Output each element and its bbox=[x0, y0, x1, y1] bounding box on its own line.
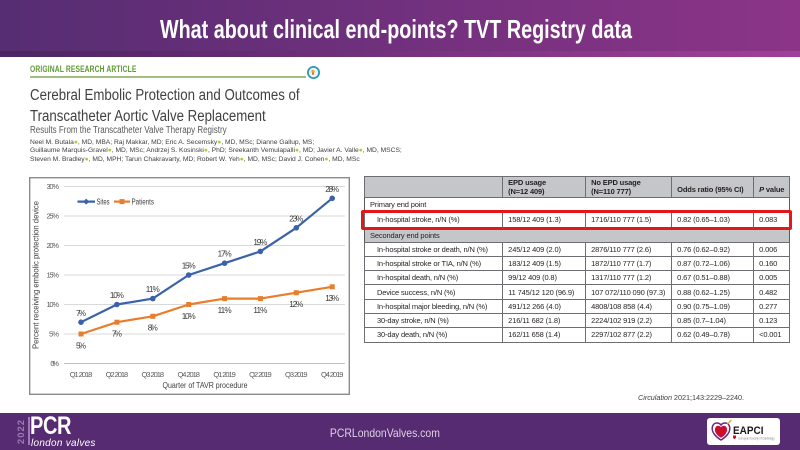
svg-text:Patients: Patients bbox=[132, 197, 155, 206]
svg-text:10%: 10% bbox=[47, 300, 60, 309]
svg-text:0%: 0% bbox=[50, 359, 59, 368]
svg-text:15%: 15% bbox=[182, 262, 196, 271]
svg-text:Q1 2018: Q1 2018 bbox=[70, 370, 93, 379]
svg-text:Sites: Sites bbox=[97, 197, 110, 206]
svg-text:Q2 2018: Q2 2018 bbox=[106, 370, 128, 379]
svg-text:7%: 7% bbox=[76, 309, 86, 318]
svg-text:11%: 11% bbox=[253, 306, 267, 315]
svg-text:EAPCI: EAPCI bbox=[733, 425, 764, 437]
svg-text:7%: 7% bbox=[112, 330, 122, 339]
svg-text:28%: 28% bbox=[325, 185, 339, 194]
svg-text:15%: 15% bbox=[47, 271, 60, 280]
svg-text:Q3 2018: Q3 2018 bbox=[142, 370, 165, 379]
svg-text:Q1 2019: Q1 2019 bbox=[213, 370, 236, 379]
svg-text:12%: 12% bbox=[289, 300, 303, 309]
svg-text:10%: 10% bbox=[182, 312, 196, 321]
svg-text:13%: 13% bbox=[325, 294, 339, 303]
svg-text:25%: 25% bbox=[47, 212, 60, 221]
svg-text:5%: 5% bbox=[76, 342, 86, 351]
svg-text:Percent receiving embolic prot: Percent receiving embolic protection dev… bbox=[32, 200, 41, 349]
svg-text:19%: 19% bbox=[253, 238, 267, 247]
svg-text:11%: 11% bbox=[218, 306, 232, 315]
svg-text:Quarter of TAVR procedure: Quarter of TAVR procedure bbox=[163, 381, 248, 390]
svg-text:30%: 30% bbox=[47, 182, 60, 191]
svg-text:23%: 23% bbox=[289, 215, 303, 224]
svg-text:10%: 10% bbox=[110, 291, 124, 300]
svg-text:European Society of Cardiology: European Society of Cardiology bbox=[739, 436, 775, 440]
svg-text:20%: 20% bbox=[47, 241, 60, 250]
svg-text:17%: 17% bbox=[218, 250, 232, 259]
svg-text:Q4 2019: Q4 2019 bbox=[321, 370, 344, 379]
svg-text:11%: 11% bbox=[146, 285, 160, 294]
svg-text:Q2 2019: Q2 2019 bbox=[249, 370, 272, 379]
svg-text:Q3 2019: Q3 2019 bbox=[285, 370, 308, 379]
svg-text:5%: 5% bbox=[49, 330, 59, 339]
svg-text:8%: 8% bbox=[148, 324, 158, 333]
svg-text:Q4 2018: Q4 2018 bbox=[177, 370, 200, 379]
